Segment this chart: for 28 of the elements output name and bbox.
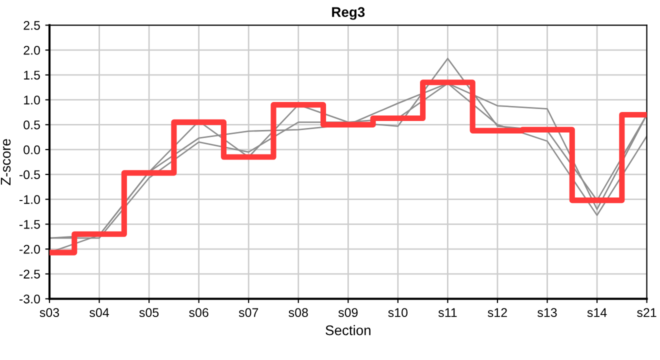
- y-axis-title: Z-score: [0, 139, 11, 186]
- y-tick-label: -3.0: [19, 294, 40, 304]
- y-tick-label: 2.5: [24, 21, 40, 30]
- y-tick-label: -1.0: [19, 195, 40, 204]
- y-tick-label: 0.0: [24, 145, 40, 154]
- x-tick-label: s11: [438, 308, 457, 318]
- x-tick-label: s14: [587, 308, 607, 318]
- y-tick-label: 1.5: [24, 70, 40, 80]
- x-tick-label: s12: [488, 308, 507, 318]
- x-tick-label: s21: [637, 308, 656, 318]
- y-tick-label: 0.5: [24, 120, 40, 130]
- x-axis-title: Section: [326, 325, 370, 336]
- y-tick-label: 2.0: [24, 46, 40, 55]
- y-tick-label: -2.0: [19, 244, 40, 254]
- x-tick-label: s05: [139, 308, 159, 318]
- y-tick-label: -2.5: [19, 270, 40, 279]
- x-tick-label: s07: [238, 308, 258, 318]
- x-tick-label: s06: [189, 308, 208, 318]
- x-tick-label: s03: [40, 308, 60, 318]
- x-tick-label: s13: [538, 308, 557, 318]
- chart-title: Reg3: [332, 7, 365, 20]
- y-tick-label: -0.5: [19, 170, 40, 180]
- y-tick-label: -1.5: [19, 220, 40, 229]
- x-tick-label: s04: [90, 308, 109, 318]
- x-tick-label: s09: [338, 308, 358, 318]
- x-tick-label: s08: [288, 308, 308, 318]
- x-tick-label: s10: [388, 308, 408, 318]
- y-tick-label: 1.0: [24, 96, 40, 104]
